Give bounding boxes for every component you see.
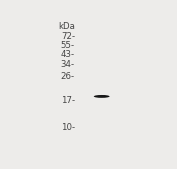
Text: 34-: 34- [61,60,75,69]
Ellipse shape [96,95,105,96]
Text: 72-: 72- [61,32,75,41]
Text: 17-: 17- [61,96,75,105]
Ellipse shape [94,95,110,98]
Text: 10-: 10- [61,123,75,132]
Text: 26-: 26- [61,72,75,81]
Text: 55-: 55- [61,41,75,50]
Text: kDa: kDa [58,22,75,31]
Text: 43-: 43- [61,50,75,59]
